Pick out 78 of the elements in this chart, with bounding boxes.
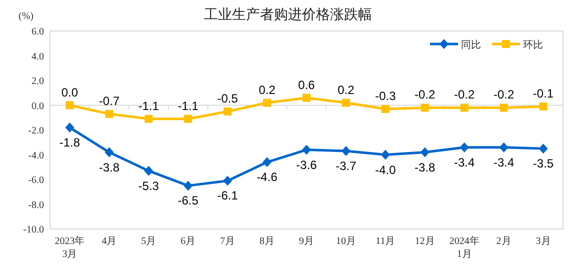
x-tick-label: 3月 [536, 236, 551, 247]
data-label: -3.8 [98, 160, 120, 174]
point [224, 107, 232, 116]
point [342, 98, 350, 107]
data-label: 0.6 [298, 78, 316, 92]
point [420, 147, 430, 158]
data-label: -6.1 [217, 188, 238, 203]
point [500, 104, 508, 112]
point [499, 142, 508, 152]
x-tick-label: 10月 [336, 236, 356, 247]
x-tick-label: 4月 [102, 236, 117, 247]
point [381, 104, 390, 113]
data-label: -0.7 [98, 94, 120, 108]
legend-label: 环比 [523, 39, 543, 51]
data-label: -3.6 [296, 158, 318, 172]
y-tick-label: -2.0 [28, 126, 44, 136]
point [460, 104, 468, 112]
data-label: -3.4 [493, 155, 514, 170]
chart-title: 工业生产者购进价格涨跌幅 [204, 6, 372, 22]
legend-label: 同比 [461, 39, 481, 51]
x-tick-label: 2月 [496, 236, 512, 247]
point [184, 114, 192, 123]
data-label: -5.3 [138, 178, 160, 193]
y-axis-title: (%) [18, 11, 34, 22]
x-tick-label: 7月 [220, 236, 236, 247]
data-label: -0.1 [532, 86, 554, 100]
data-label: -6.5 [178, 194, 199, 208]
data-label: 0.2 [258, 82, 276, 97]
x-tick-label: 9月 [299, 236, 314, 247]
data-label: -1.8 [59, 136, 80, 150]
point [65, 122, 74, 133]
point [302, 94, 310, 102]
x-tick-label: 5月 [141, 236, 156, 247]
data-label: -1.1 [178, 98, 199, 113]
y-tick-label: -10.0 [23, 224, 44, 236]
x-tick-label: 2023年 3月 [54, 235, 85, 260]
data-label: -0.5 [217, 91, 238, 106]
point [66, 101, 74, 110]
point [184, 180, 193, 191]
point [302, 144, 311, 155]
y-tick-label: 2.0 [32, 76, 44, 87]
data-label: -1.1 [138, 98, 160, 113]
point [460, 142, 469, 152]
data-label: -0.2 [454, 88, 476, 102]
data-label: -3.4 [454, 155, 476, 170]
point [223, 176, 232, 186]
data-label: 0.0 [61, 85, 78, 100]
data-label: -4.0 [375, 162, 396, 177]
x-tick-label: 12月 [414, 236, 435, 247]
x-tick-label: 8月 [260, 236, 275, 247]
point [539, 102, 548, 110]
point [420, 104, 429, 112]
point [105, 110, 114, 118]
data-label: -0.2 [493, 88, 514, 102]
point [144, 166, 154, 176]
point [104, 147, 114, 158]
data-label: -3.7 [336, 159, 357, 174]
point [538, 144, 548, 154]
data-label: -4.6 [256, 170, 278, 184]
data-label: -3.5 [532, 156, 554, 171]
y-tick-label: 0.0 [32, 100, 44, 112]
point [144, 114, 153, 123]
y-tick-label: 6.0 [32, 26, 44, 38]
data-label: -0.3 [375, 88, 396, 103]
point [262, 157, 272, 168]
data-label: -0.2 [414, 88, 436, 102]
point [263, 98, 272, 107]
point [341, 146, 350, 156]
y-tick-label: -8.0 [28, 200, 44, 211]
x-tick-label: 6月 [180, 236, 196, 247]
y-tick-label: -6.0 [28, 175, 44, 186]
data-label: -3.8 [414, 160, 436, 174]
x-tick-label: 11月 [376, 236, 396, 247]
x-tick-label: 2024年 1月 [449, 235, 480, 260]
point [380, 150, 390, 160]
data-label: 0.2 [338, 82, 355, 97]
y-tick-label: 4.0 [32, 51, 44, 62]
y-tick-label: -4.0 [28, 150, 44, 162]
